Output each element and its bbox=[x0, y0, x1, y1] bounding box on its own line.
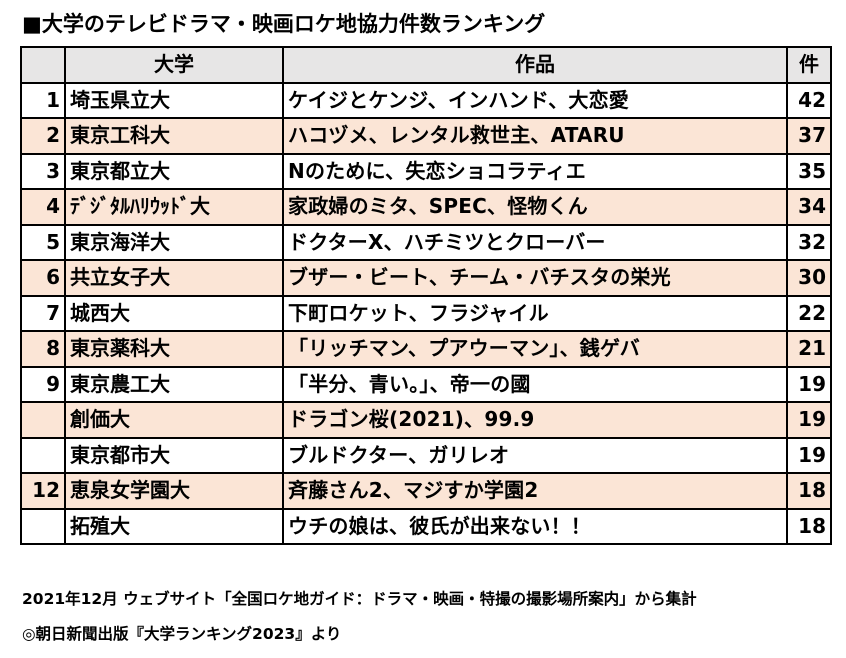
table-row: 2 東京工科大 ハコヅメ、レンタル救世主、ATARU 37 bbox=[20, 117, 832, 155]
rank-cell bbox=[20, 436, 66, 474]
works-cell: 下町ロケット、フラジャイル bbox=[282, 294, 788, 332]
header-count: 件 bbox=[786, 46, 832, 84]
rank-cell: 8 bbox=[20, 330, 66, 368]
university-cell: ﾃﾞｼﾞﾀﾙﾊﾘｳｯﾄﾞ大 bbox=[64, 188, 284, 226]
table-row: 4 ﾃﾞｼﾞﾀﾙﾊﾘｳｯﾄﾞ大 家政婦のミタ、SPEC、怪物くん 34 bbox=[20, 188, 832, 226]
table-row: 8 東京薬科大 「リッチマン、プアウーマン」、銭ゲバ 21 bbox=[20, 330, 832, 368]
count-cell: 19 bbox=[786, 401, 832, 439]
university-cell: 共立女子大 bbox=[64, 259, 284, 297]
table-row: 12 恵泉女学園大 斉藤さん2、マジすか学園2 18 bbox=[20, 472, 832, 510]
rank-cell bbox=[20, 401, 66, 439]
header-rank bbox=[20, 46, 66, 84]
rank-cell: 12 bbox=[20, 472, 66, 510]
table-row: 拓殖大 ウチの娘は、彼氏が出来ない！！ 18 bbox=[20, 507, 832, 545]
university-cell: 城西大 bbox=[64, 294, 284, 332]
count-cell: 30 bbox=[786, 259, 832, 297]
university-cell: 東京農工大 bbox=[64, 365, 284, 403]
university-cell: 創価大 bbox=[64, 401, 284, 439]
university-cell: 東京薬科大 bbox=[64, 330, 284, 368]
university-cell: 拓殖大 bbox=[64, 507, 284, 545]
rank-cell: 6 bbox=[20, 259, 66, 297]
count-cell: 18 bbox=[786, 472, 832, 510]
page-title: ■大学のテレビドラマ・映画ロケ地協力件数ランキング bbox=[22, 12, 546, 36]
works-cell: ブルドクター、ガリレオ bbox=[282, 436, 788, 474]
table-row: 5 東京海洋大 ドクターX、ハチミツとクローバー 32 bbox=[20, 223, 832, 261]
rank-cell bbox=[20, 507, 66, 545]
rank-cell: 2 bbox=[20, 117, 66, 155]
header-works: 作品 bbox=[282, 46, 788, 84]
table-row: 創価大 ドラゴン桜(2021)、99.9 19 bbox=[20, 401, 832, 439]
count-cell: 21 bbox=[786, 330, 832, 368]
table-row: 9 東京農工大 「半分、青い。」、帝一の國 19 bbox=[20, 365, 832, 403]
table-row: 東京都市大 ブルドクター、ガリレオ 19 bbox=[20, 436, 832, 474]
table-row: 7 城西大 下町ロケット、フラジャイル 22 bbox=[20, 294, 832, 332]
count-cell: 37 bbox=[786, 117, 832, 155]
count-cell: 22 bbox=[786, 294, 832, 332]
count-cell: 42 bbox=[786, 81, 832, 119]
count-cell: 19 bbox=[786, 436, 832, 474]
works-cell: ハコヅメ、レンタル救世主、ATARU bbox=[282, 117, 788, 155]
works-cell: 「リッチマン、プアウーマン」、銭ゲバ bbox=[282, 330, 788, 368]
table-row: 6 共立女子大 ブザー・ビート、チーム・バチスタの栄光 30 bbox=[20, 259, 832, 297]
table-header-row: 大学 作品 件 bbox=[20, 46, 832, 84]
works-cell: ドクターX、ハチミツとクローバー bbox=[282, 223, 788, 261]
university-cell: 東京都市大 bbox=[64, 436, 284, 474]
works-cell: ケイジとケンジ、インハンド、大恋愛 bbox=[282, 81, 788, 119]
rank-cell: 7 bbox=[20, 294, 66, 332]
university-cell: 東京都立大 bbox=[64, 152, 284, 190]
credit-note: ◎朝日新聞出版『大学ランキング2023』より bbox=[22, 625, 342, 643]
rank-cell: 3 bbox=[20, 152, 66, 190]
ranking-table: 大学 作品 件 1 埼玉県立大 ケイジとケンジ、インハンド、大恋愛 42 2 東京工科大ハ… bbox=[20, 46, 832, 545]
count-cell: 32 bbox=[786, 223, 832, 261]
works-cell: 斉藤さん2、マジすか学園2 bbox=[282, 472, 788, 510]
works-cell: ブザー・ビート、チーム・バチスタの栄光 bbox=[282, 259, 788, 297]
rank-cell: 4 bbox=[20, 188, 66, 226]
table-row: 1 埼玉県立大 ケイジとケンジ、インハンド、大恋愛 42 bbox=[20, 81, 832, 119]
count-cell: 19 bbox=[786, 365, 832, 403]
works-cell: Nのために、失恋ショコラティエ bbox=[282, 152, 788, 190]
university-cell: 恵泉女学園大 bbox=[64, 472, 284, 510]
count-cell: 35 bbox=[786, 152, 832, 190]
works-cell: 「半分、青い。」、帝一の國 bbox=[282, 365, 788, 403]
source-note: 2021年12月 ウェブサイト「全国ロケ地ガイド：ドラマ・映画・特撮の撮影場所案… bbox=[22, 590, 697, 608]
works-cell: ウチの娘は、彼氏が出来ない！！ bbox=[282, 507, 788, 545]
header-university: 大学 bbox=[64, 46, 284, 84]
university-cell: 東京海洋大 bbox=[64, 223, 284, 261]
university-cell: 東京工科大 bbox=[64, 117, 284, 155]
count-cell: 34 bbox=[786, 188, 832, 226]
table-row: 3 東京都立大 Nのために、失恋ショコラティエ 35 bbox=[20, 152, 832, 190]
rank-cell: 9 bbox=[20, 365, 66, 403]
works-cell: 家政婦のミタ、SPEC、怪物くん bbox=[282, 188, 788, 226]
works-cell: ドラゴン桜(2021)、99.9 bbox=[282, 401, 788, 439]
count-cell: 18 bbox=[786, 507, 832, 545]
university-cell: 埼玉県立大 bbox=[64, 81, 284, 119]
rank-cell: 5 bbox=[20, 223, 66, 261]
table-body: 1 埼玉県立大 ケイジとケンジ、インハンド、大恋愛 42 2 東京工科大 ハコヅメ、レンタル… bbox=[20, 81, 832, 545]
rank-cell: 1 bbox=[20, 81, 66, 119]
